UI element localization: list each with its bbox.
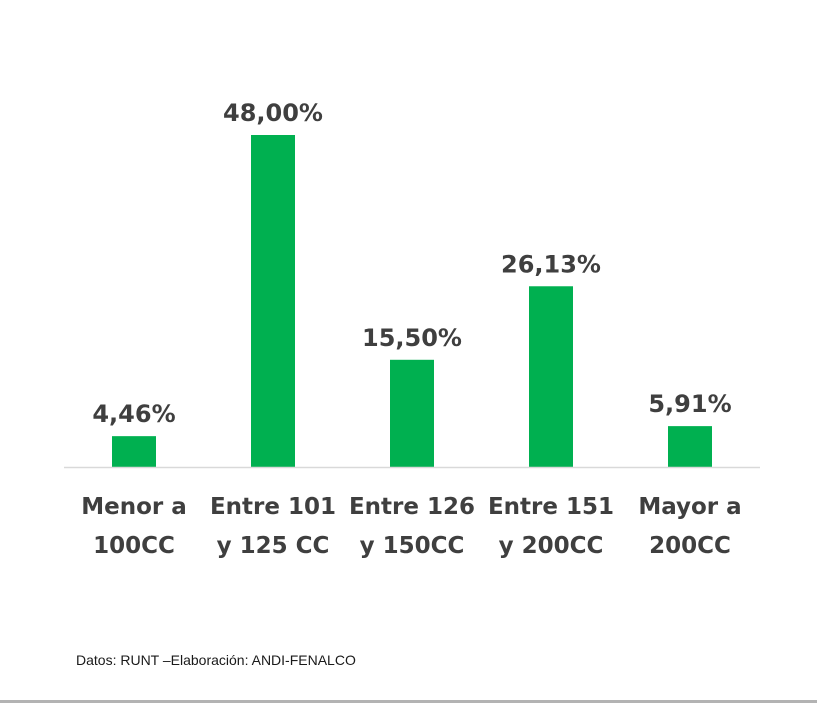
category-label-3-line-1: Entre 126 [349, 494, 475, 520]
bar-3 [390, 359, 434, 467]
bar-1 [112, 436, 156, 467]
bottom-divider [0, 700, 817, 703]
source-note: Datos: RUNT –Elaboración: ANDI-FENALCO [76, 652, 356, 668]
data-label-1: 4,46% [92, 400, 175, 428]
data-label-5: 5,91% [648, 390, 731, 418]
bar-5 [668, 426, 712, 467]
category-label-3-line-2: y 150CC [360, 533, 465, 559]
bar-4 [529, 286, 573, 467]
category-label-2-line-1: Entre 101 [210, 494, 336, 520]
category-label-2-line-2: y 125 CC [217, 533, 330, 559]
data-label-4: 26,13% [501, 250, 601, 278]
value-labels-group: 4,46% 48,00% 15,50% 26,13% 5,91% [92, 99, 731, 428]
category-label-4-line-1: Entre 151 [488, 494, 614, 520]
data-label-2: 48,00% [223, 99, 323, 127]
category-label-1-line-2: 100CC [93, 533, 175, 559]
data-label-3: 15,50% [362, 324, 462, 352]
category-labels-group: Menor a 100CC Entre 101 y 125 CC Entre 126 y … [81, 494, 741, 559]
category-label-1-line-1: Menor a [81, 494, 187, 520]
category-label-4-line-2: y 200CC [499, 533, 604, 559]
bars-group [112, 135, 712, 467]
category-label-5-line-2: 200CC [649, 533, 731, 559]
category-label-5-line-1: Mayor a [638, 494, 741, 520]
bar-2 [251, 135, 295, 467]
